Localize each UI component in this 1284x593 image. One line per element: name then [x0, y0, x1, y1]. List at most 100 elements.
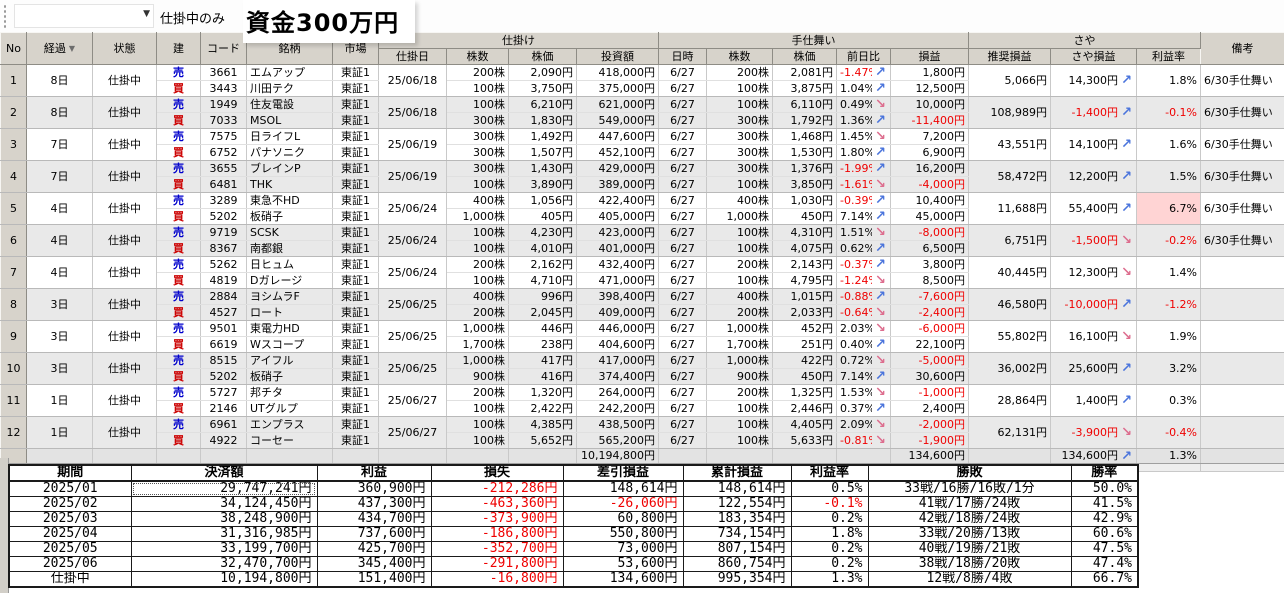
recommended-profit[interactable]: 43,551円 [968, 128, 1052, 161]
stock-code[interactable]: 6752 [200, 144, 247, 161]
saya-profit[interactable]: 12,200円 ↗ [1050, 160, 1138, 193]
position-side[interactable]: 売 [156, 288, 201, 305]
summary-profit-rate[interactable]: 0.2% [790, 511, 869, 527]
position-side[interactable]: 買 [156, 336, 201, 353]
status-label[interactable]: 仕掛中 [92, 352, 157, 385]
exit-date[interactable]: 6/27 [658, 400, 707, 417]
investment-amount[interactable]: 242,200円 [576, 400, 659, 417]
market-label[interactable]: 東証1 [332, 176, 379, 193]
summary-loss[interactable]: -463,360円 [430, 496, 564, 512]
note[interactable]: 6/30手仕舞い [1200, 160, 1284, 193]
recommended-profit[interactable]: 108,989円 [968, 96, 1052, 129]
stock-code[interactable]: 9501 [200, 320, 247, 337]
summary-settlement[interactable]: 34,124,450円 [130, 496, 318, 512]
stock-code[interactable]: 3655 [200, 160, 247, 177]
entry-shares[interactable]: 100株 [446, 80, 509, 97]
summary-net-pl[interactable]: 134,600円 [562, 571, 684, 588]
exit-date[interactable]: 6/27 [658, 64, 707, 81]
exit-date[interactable]: 6/27 [658, 432, 707, 449]
summary-settlement[interactable]: 33,199,700円 [130, 541, 318, 557]
leg-profit-loss[interactable]: 6,500円 [890, 240, 970, 257]
prev-day-change[interactable]: 1.53% ↘ [836, 384, 891, 401]
stock-code[interactable]: 3661 [200, 64, 247, 81]
exit-date[interactable]: 6/27 [658, 192, 707, 209]
stock-name[interactable]: 日ヒュム [246, 256, 333, 273]
investment-amount[interactable]: 429,000円 [576, 160, 659, 177]
entry-price[interactable]: 2,045円 [508, 304, 577, 321]
exit-shares[interactable]: 100株 [706, 400, 773, 417]
profit-rate[interactable]: 1.4% [1136, 256, 1202, 289]
exit-price[interactable]: 2,033円 [772, 304, 837, 321]
summary-win-loss-record[interactable]: 38戦/18勝/20敗 [867, 556, 1072, 572]
entry-price[interactable]: 416円 [508, 368, 577, 385]
investment-amount[interactable]: 404,600円 [576, 336, 659, 353]
exit-shares[interactable]: 100株 [706, 80, 773, 97]
header-entry-shares[interactable]: 株数 [446, 48, 509, 65]
position-side[interactable]: 買 [156, 144, 201, 161]
stock-name[interactable]: UTグルプ [246, 400, 333, 417]
entry-date[interactable]: 25/06/18 [378, 64, 447, 97]
investment-amount[interactable]: 374,400円 [576, 368, 659, 385]
market-label[interactable]: 東証1 [332, 96, 379, 113]
profit-rate[interactable]: 3.2% [1136, 352, 1202, 385]
exit-shares[interactable]: 100株 [706, 224, 773, 241]
exit-date[interactable]: 6/27 [658, 208, 707, 225]
exit-date[interactable]: 6/27 [658, 368, 707, 385]
recommended-profit[interactable]: 11,688円 [968, 192, 1052, 225]
entry-shares[interactable]: 1,000株 [446, 352, 509, 369]
position-side[interactable]: 売 [156, 160, 201, 177]
exit-shares[interactable]: 200株 [706, 304, 773, 321]
summary-win-loss-record[interactable]: 12戦/8勝/4敗 [867, 571, 1072, 588]
exit-price[interactable]: 1,030円 [772, 192, 837, 209]
investment-amount[interactable]: 418,000円 [576, 64, 659, 81]
profit-rate[interactable]: -0.1% [1136, 96, 1202, 129]
exit-shares[interactable]: 400株 [706, 192, 773, 209]
row-number[interactable]: 10 [0, 352, 27, 385]
prev-day-change[interactable]: -0.39%↗ [836, 192, 891, 209]
exit-date[interactable]: 6/27 [658, 96, 707, 113]
investment-amount[interactable]: 389,000円 [576, 176, 659, 193]
exit-date[interactable]: 6/27 [658, 304, 707, 321]
row-number[interactable]: 8 [0, 288, 27, 321]
summary-win-rate[interactable]: 66.7% [1070, 571, 1139, 588]
entry-shares[interactable]: 100株 [446, 272, 509, 289]
header-exit-price[interactable]: 株価 [772, 48, 837, 65]
summary-cumulative-pl[interactable]: 860,754円 [682, 556, 792, 572]
stock-name[interactable]: MSOL [246, 112, 333, 129]
leg-profit-loss[interactable]: -6,000円 [890, 320, 970, 337]
note[interactable] [1200, 256, 1284, 289]
investment-amount[interactable]: 375,000円 [576, 80, 659, 97]
note[interactable]: 6/30手仕舞い [1200, 64, 1284, 97]
exit-price[interactable]: 2,446円 [772, 400, 837, 417]
leg-profit-loss[interactable]: 10,000円 [890, 96, 970, 113]
stock-code[interactable]: 7575 [200, 128, 247, 145]
saya-profit[interactable]: 16,100円 ↘ [1050, 320, 1138, 353]
leg-profit-loss[interactable]: 6,900円 [890, 144, 970, 161]
leg-profit-loss[interactable]: 10,400円 [890, 192, 970, 209]
profit-rate[interactable]: 1.8% [1136, 64, 1202, 97]
stock-name[interactable]: エンプラス [246, 416, 333, 433]
note[interactable]: 6/30手仕舞い [1200, 192, 1284, 225]
stock-code[interactable]: 2146 [200, 400, 247, 417]
prev-day-change[interactable]: 2.03% ↘ [836, 320, 891, 337]
elapsed-days[interactable]: 1日 [26, 416, 93, 449]
investment-amount[interactable]: 417,000円 [576, 352, 659, 369]
header-code[interactable]: コード [200, 32, 247, 65]
exit-shares[interactable]: 100株 [706, 416, 773, 433]
market-label[interactable]: 東証1 [332, 144, 379, 161]
profit-rate[interactable]: 6.7% [1136, 192, 1202, 225]
toolbar-grip[interactable] [2, 3, 8, 29]
summary-profit-rate[interactable]: 1.8% [790, 526, 869, 542]
leg-profit-loss[interactable]: -2,400円 [890, 304, 970, 321]
prev-day-change[interactable]: 0.49% ↘ [836, 96, 891, 113]
summary-period[interactable]: 2025/06 [8, 556, 132, 572]
entry-price[interactable]: 1,056円 [508, 192, 577, 209]
summary-win-rate[interactable]: 50.0% [1070, 480, 1139, 497]
summary-cumulative-pl[interactable]: 995,354円 [682, 571, 792, 588]
exit-shares[interactable]: 100株 [706, 272, 773, 289]
summary-settlement[interactable]: 10,194,800円 [130, 571, 318, 588]
summary-settlement[interactable]: 29,747,241円 [130, 480, 318, 497]
elapsed-days[interactable]: 7日 [26, 128, 93, 161]
summary-settlement[interactable]: 31,316,985円 [130, 526, 318, 542]
header-status[interactable]: 状態 [92, 32, 157, 65]
